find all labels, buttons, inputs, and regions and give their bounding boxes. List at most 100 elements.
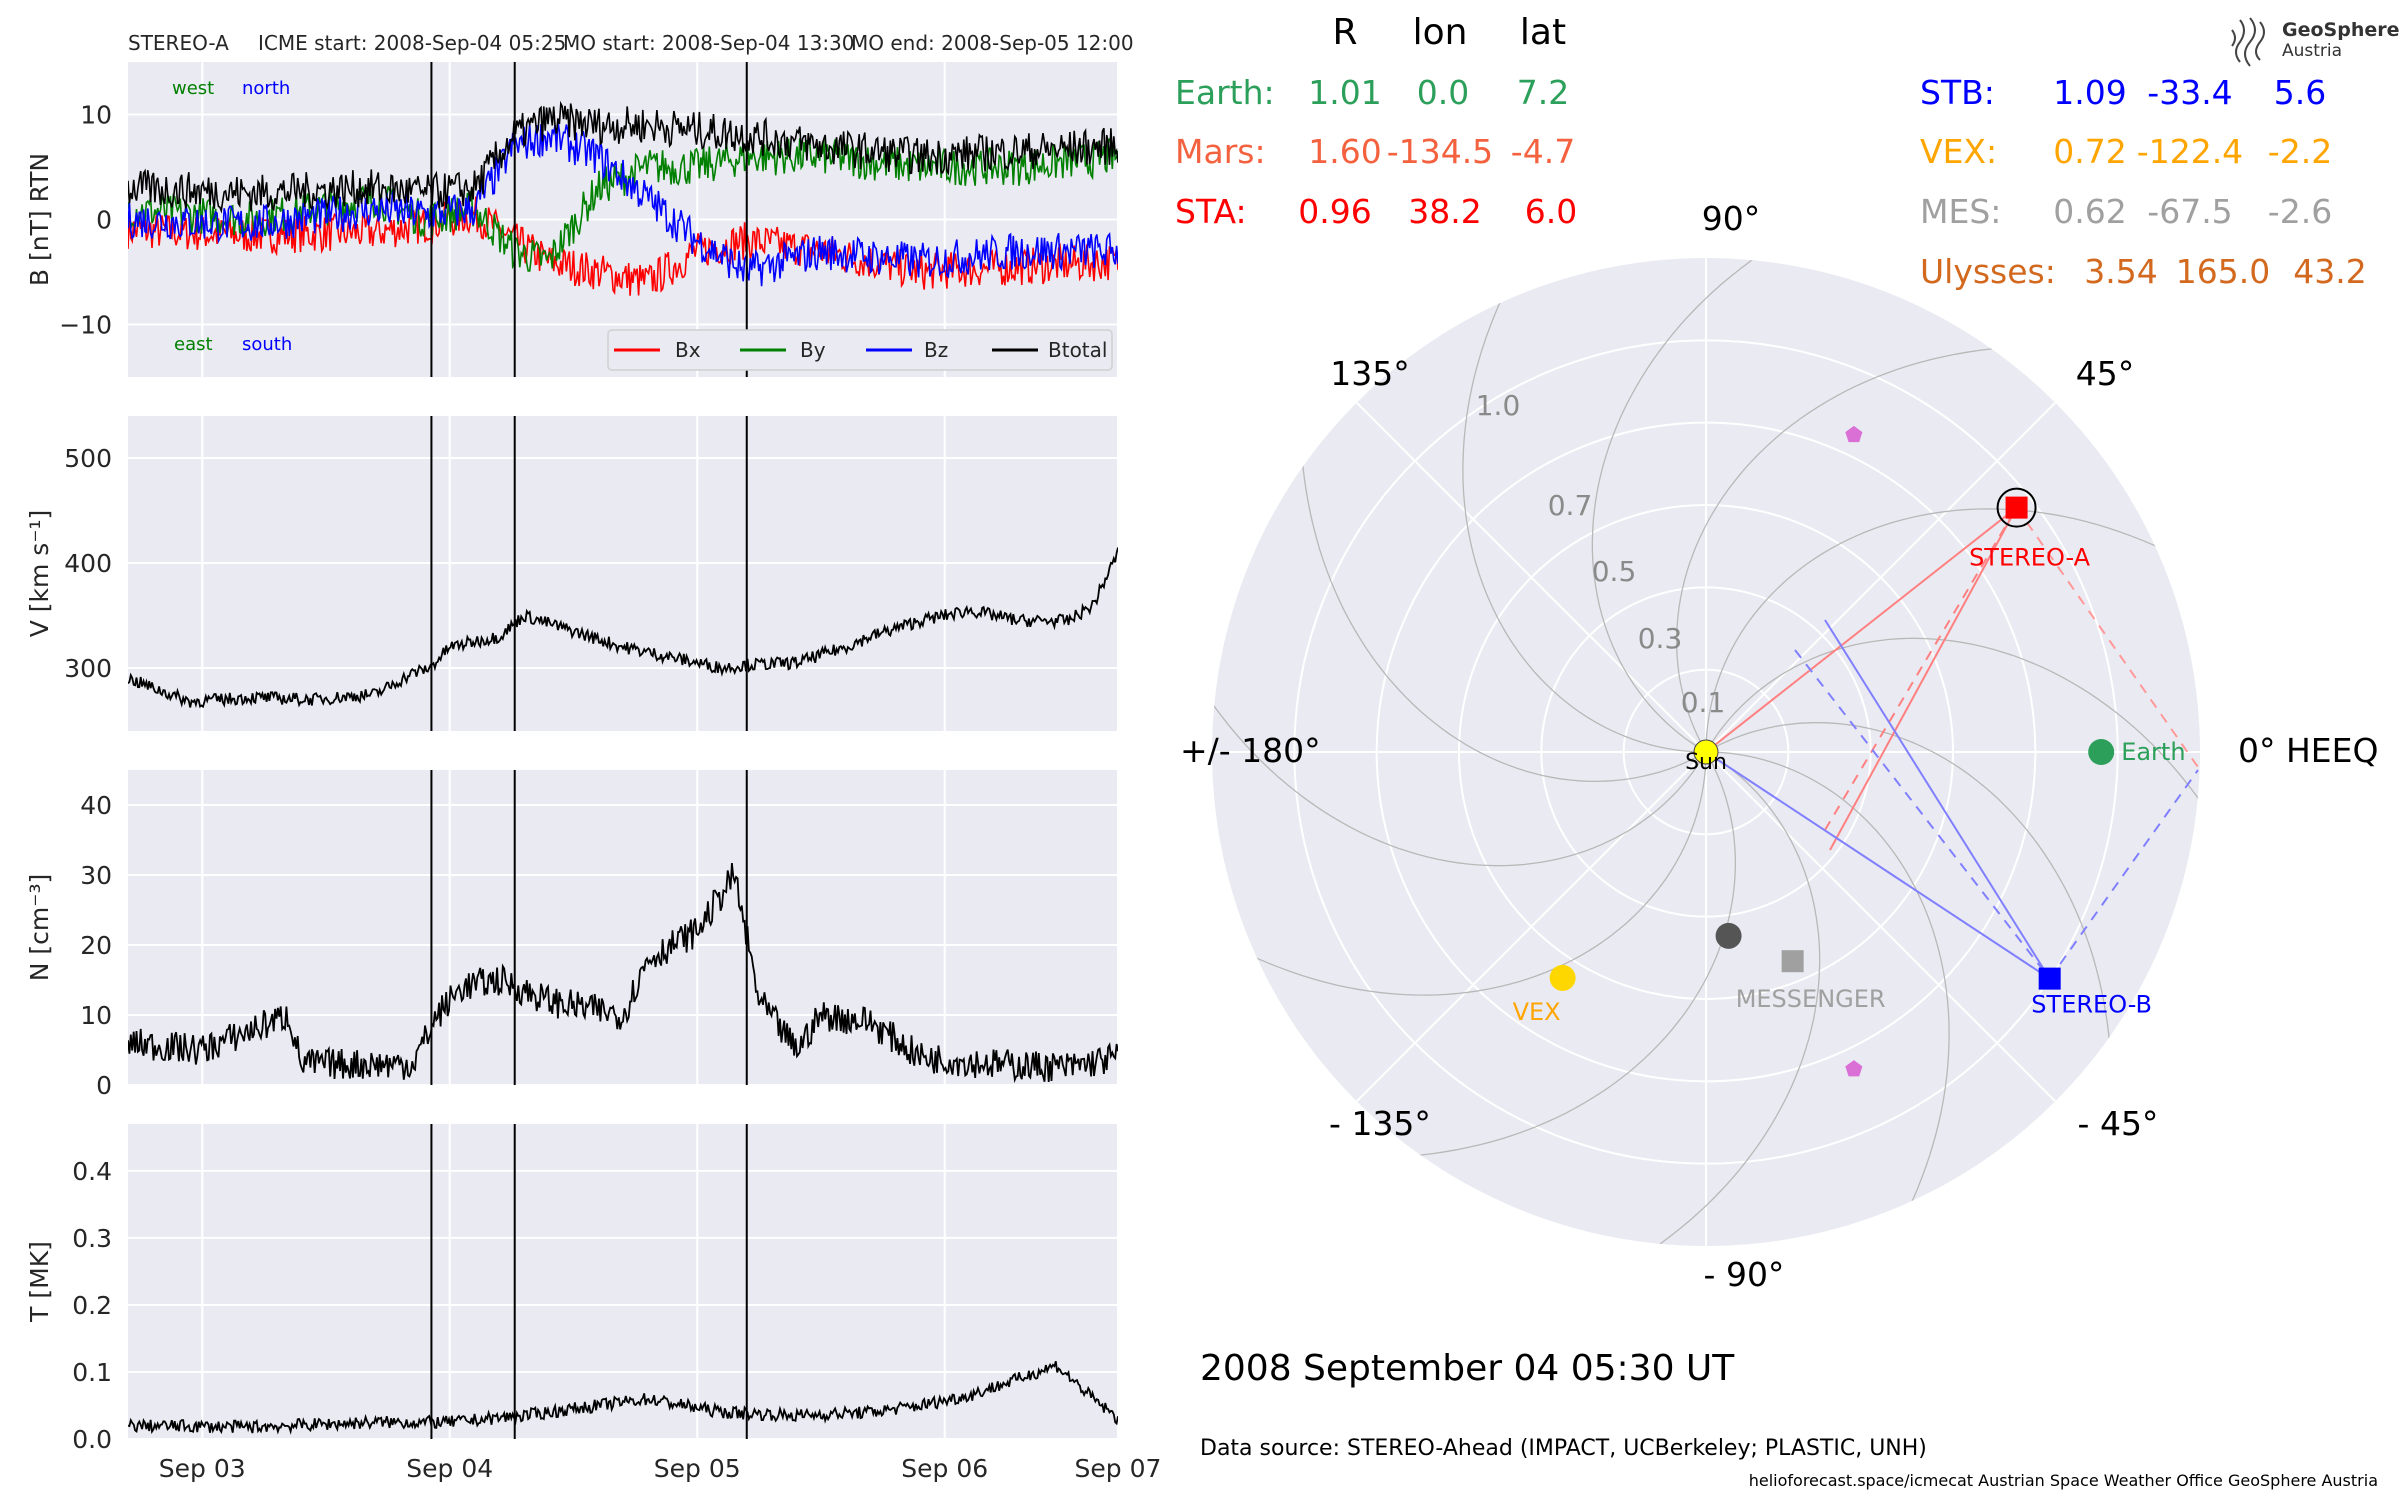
sun-marker: [1693, 739, 1719, 765]
table-row-lat: 6.0: [1525, 192, 1577, 231]
data-source: Data source: STEREO-Ahead (IMPACT, UCBer…: [1200, 1436, 1927, 1461]
y-tick-label: 0.1: [72, 1358, 112, 1387]
header-icme-start: ICME start: 2008-Sep-04 05:25: [258, 31, 566, 55]
y-tick-label: 30: [80, 861, 112, 890]
table-row-name: Ulysses:: [1920, 252, 2056, 291]
table-row-lat: 43.2: [2293, 252, 2366, 291]
y-tick-label: 400: [64, 549, 112, 578]
parker-spiral-line: [1712, 721, 2113, 1128]
table-row-r: 0.72: [2053, 132, 2126, 171]
parker-spiral-line: [1714, 751, 1950, 1246]
parker-spiral-line: [1705, 508, 2200, 744]
panel-temperature: Sep 03 Sep 04 Sep 05 Sep 06 Sep 07 0.4 0.3 0.2 0…: [25, 1124, 1161, 1483]
radial-tick-label: 1.0: [1476, 389, 1521, 422]
y-tick-label: 0.3: [72, 1224, 112, 1253]
y-axis-label: N [cm⁻³]: [25, 874, 54, 981]
body-marker: [1715, 922, 1742, 949]
y-tick-label: 0.2: [72, 1291, 112, 1320]
table-row-r: 0.96: [1298, 192, 1371, 231]
table-row-lon: 0.0: [1417, 73, 1469, 112]
legend-label-bx: Bx: [675, 338, 701, 362]
panel-density: 40 30 20 10 0 N [cm⁻³]: [25, 770, 1119, 1100]
table-row-name: MES:: [1920, 192, 2001, 231]
y-tick-label: 20: [80, 931, 112, 960]
table-row-name: Mars:: [1175, 132, 1266, 171]
panel-magnetic-field: 10 0 −10B [nT] RTN: [25, 62, 1119, 377]
timestamp: 2008 September 04 05:30 UT: [1200, 1348, 1735, 1389]
stereo-b-marker: [2038, 967, 2061, 990]
series-v-line: [128, 547, 1118, 709]
polar-angle-label: 135°: [1330, 354, 1410, 393]
series-n-line: [128, 863, 1118, 1084]
parker-spiral-line: [1709, 637, 2200, 876]
y-tick-label: 0: [96, 206, 112, 235]
connectivity-line: [1824, 619, 2051, 980]
parker-spiral-line: [1591, 258, 1830, 749]
logo-mark-icon: [2231, 17, 2265, 67]
table-row-name: Earth:: [1175, 73, 1275, 112]
body-marker: [1845, 425, 1863, 443]
plot-area: [128, 416, 1118, 731]
polar-angle-label: 90°: [1702, 199, 1761, 238]
table-header-lat: lat: [1520, 12, 1566, 53]
annotation-west: west: [172, 78, 214, 99]
connectivity-line: [1705, 506, 2018, 753]
y-axis-label: T [MK]: [25, 1241, 54, 1323]
table-row-lon: -33.4: [2147, 73, 2232, 112]
annotation-east: east: [174, 334, 213, 355]
table-row-r: 0.62: [2053, 192, 2126, 231]
parker-spiral-line: [1212, 760, 1707, 996]
stereo-b-label: STEREO-B: [2031, 991, 2152, 1019]
y-tick-label: 300: [64, 654, 112, 683]
polar-angle-label: +/- 180°: [1180, 731, 1321, 770]
plot-area: [128, 1124, 1118, 1439]
parker-spiral-line: [1462, 258, 1698, 753]
polar-plot: 1.0 0.7 0.5 0.3 0.1 90° 45° 0° HEEQ - 45° - 90° - …: [1180, 199, 2378, 1294]
credits: helioforecast.space/icmecat Austrian Spa…: [1749, 1471, 2378, 1490]
polar-grid-spoke: [1355, 401, 1707, 753]
polar-angle-label: 45°: [2076, 354, 2135, 393]
legend-label-bz: Bz: [924, 338, 948, 362]
connectivity-line: [1824, 507, 2018, 831]
table-row-r: 3.54: [2084, 252, 2157, 291]
table-row-lat: -4.7: [1511, 132, 1575, 171]
polar-angle-label: - 135°: [1329, 1104, 1431, 1143]
radial-tick-label: 0.1: [1681, 686, 1726, 719]
series-bz-line: [128, 120, 1118, 287]
logo-line2: Austria: [2282, 41, 2342, 61]
legend-label-by: By: [800, 338, 826, 362]
parker-spiral-line: [1299, 376, 1700, 783]
legend-label-btotal: Btotal: [1048, 338, 1107, 362]
header-spacecraft: STEREO-A: [128, 31, 229, 55]
table-row-lon: -134.5: [1387, 132, 1493, 171]
y-tick-label: 10: [80, 101, 112, 130]
series-t-line: [128, 1361, 1118, 1435]
y-tick-label: 0.0: [72, 1425, 112, 1454]
stereo-a-label: STEREO-A: [1969, 544, 2091, 572]
table-row-lon: -67.5: [2147, 192, 2232, 231]
table-header-lon: lon: [1413, 12, 1468, 53]
vex-label: VEX: [1513, 998, 1561, 1026]
annotation-north: north: [242, 78, 290, 99]
y-tick-label: −10: [59, 311, 112, 340]
messenger-label: MESSENGER: [1736, 985, 1886, 1013]
connectivity-line: [2048, 769, 2199, 980]
connectivity-line: [1705, 751, 2051, 980]
x-tick-label: Sep 04: [406, 1454, 493, 1483]
table-row-lon: -122.4: [2137, 132, 2243, 171]
table-header-r: R: [1332, 12, 1357, 53]
polar-grid-spoke: [1355, 751, 1707, 1103]
y-axis-label: B [nT] RTN: [25, 153, 54, 286]
radial-tick-label: 0.5: [1592, 555, 1637, 588]
polar-grid-spoke: [1705, 401, 2057, 753]
earth-label: Earth: [2121, 738, 2185, 766]
polar-angle-label: - 45°: [2078, 1104, 2159, 1143]
earth-marker: [2088, 739, 2115, 765]
vex-marker: [1549, 964, 1576, 991]
panel-velocity: 500 400 300 V [km s⁻¹]: [25, 416, 1119, 731]
legend-b-field: Bx By Bz Btotal: [607, 329, 1113, 371]
y-tick-label: 500: [64, 444, 112, 473]
radial-tick-label: 0.3: [1638, 622, 1683, 655]
annotation-south: south: [242, 334, 292, 355]
table-row-name: STB:: [1920, 73, 1995, 112]
